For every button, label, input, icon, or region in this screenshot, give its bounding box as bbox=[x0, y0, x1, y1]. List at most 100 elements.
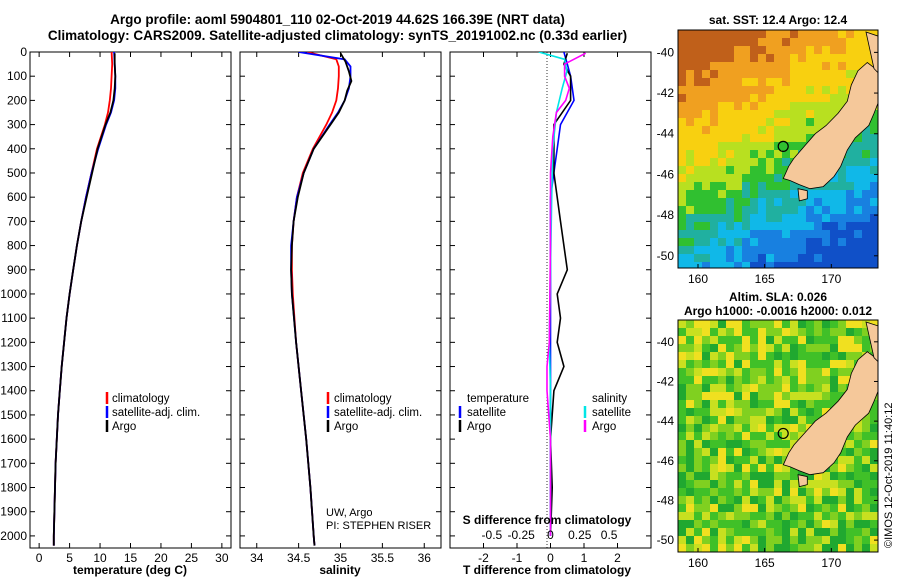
heatmap-cell bbox=[822, 118, 830, 126]
heatmap-cell bbox=[854, 62, 862, 70]
heatmap-cell bbox=[814, 512, 822, 520]
heatmap-cell bbox=[734, 448, 742, 456]
heatmap-cell bbox=[798, 408, 806, 416]
heatmap-cell bbox=[750, 456, 758, 464]
heatmap-cell bbox=[822, 230, 830, 238]
heatmap-cell bbox=[870, 206, 878, 214]
heatmap-cell bbox=[710, 238, 718, 246]
heatmap-cell bbox=[854, 46, 862, 54]
heatmap-cell bbox=[750, 206, 758, 214]
heatmap-cell bbox=[838, 222, 846, 230]
map-y-tick-label: -46 bbox=[657, 454, 675, 468]
heatmap-cell bbox=[734, 134, 742, 142]
heatmap-cell bbox=[854, 536, 862, 544]
heatmap-cell bbox=[742, 54, 750, 62]
heatmap-cell bbox=[774, 102, 782, 110]
heatmap-cell bbox=[838, 262, 846, 268]
heatmap-cell bbox=[726, 416, 734, 424]
heatmap-cell bbox=[726, 198, 734, 206]
heatmap-cell bbox=[702, 384, 710, 392]
heatmap-cell bbox=[758, 424, 766, 432]
heatmap-cell bbox=[726, 448, 734, 456]
heatmap-cell bbox=[846, 166, 854, 174]
heatmap-cell bbox=[782, 166, 790, 174]
heatmap-cell bbox=[686, 62, 694, 70]
heatmap-cell bbox=[726, 512, 734, 520]
x-tick-label: 0 bbox=[36, 551, 43, 565]
heatmap-cell bbox=[702, 246, 710, 254]
heatmap-cell bbox=[686, 198, 694, 206]
heatmap-cell bbox=[870, 424, 878, 432]
heatmap-cell bbox=[790, 110, 798, 118]
legend-temperature-title: temperature bbox=[467, 393, 529, 405]
heatmap-cell bbox=[798, 504, 806, 512]
heatmap-cell bbox=[782, 214, 790, 222]
heatmap-cell bbox=[830, 86, 838, 94]
heatmap-cell bbox=[806, 262, 814, 268]
heatmap-cell bbox=[846, 528, 854, 536]
heatmap-cell bbox=[718, 432, 726, 440]
y-tick-label: 600 bbox=[7, 190, 27, 204]
heatmap-cell bbox=[726, 488, 734, 496]
heatmap-cell bbox=[814, 536, 822, 544]
heatmap-cell bbox=[830, 480, 838, 488]
heatmap-cell bbox=[718, 360, 726, 368]
heatmap-cell bbox=[822, 190, 830, 198]
heatmap-cell bbox=[718, 544, 726, 552]
sst-map-frame bbox=[677, 29, 879, 269]
heatmap-cell bbox=[766, 464, 774, 472]
heatmap-cell bbox=[846, 448, 854, 456]
heatmap-cell bbox=[846, 368, 854, 376]
heatmap-cell bbox=[830, 464, 838, 472]
s-difference-ticks: -0.5 -0.25 0 0.25 0.5 bbox=[482, 528, 618, 542]
y-tick-label: 500 bbox=[7, 166, 27, 180]
heatmap-cell bbox=[742, 512, 750, 520]
heatmap-cell bbox=[790, 70, 798, 78]
heatmap-cell bbox=[726, 456, 734, 464]
legend-s-satellite: satellite bbox=[592, 407, 631, 419]
heatmap-cell bbox=[726, 504, 734, 512]
heatmap-cell bbox=[798, 416, 806, 424]
heatmap-cell bbox=[710, 528, 718, 536]
difference-panel: -2 -1 0 1 2 temperature satellite Argo salin… bbox=[449, 51, 652, 577]
heatmap-cell bbox=[854, 336, 862, 344]
heatmap-cell bbox=[870, 214, 878, 222]
map-y-tick-label: -40 bbox=[657, 45, 675, 59]
heatmap-cell bbox=[718, 352, 726, 360]
heatmap-cell bbox=[806, 544, 814, 552]
heatmap-cell bbox=[686, 400, 694, 408]
heatmap-cell bbox=[766, 480, 774, 488]
heatmap-cell bbox=[846, 174, 854, 182]
heatmap-cell bbox=[742, 472, 750, 480]
heatmap-cell bbox=[718, 86, 726, 94]
heatmap-cell bbox=[806, 86, 814, 94]
heatmap-cell bbox=[814, 360, 822, 368]
heatmap-cell bbox=[702, 214, 710, 222]
heatmap-cell bbox=[694, 368, 702, 376]
heatmap-cell bbox=[678, 126, 686, 134]
temperature-panel: 0100200300400500600700800900100011001200… bbox=[0, 45, 232, 577]
legend-salinity-title: salinity bbox=[592, 393, 627, 405]
heatmap-cell bbox=[726, 496, 734, 504]
heatmap-cell bbox=[742, 520, 750, 528]
heatmap-cell bbox=[742, 328, 750, 336]
heatmap-cell bbox=[678, 408, 686, 416]
heatmap-cell bbox=[822, 54, 830, 62]
heatmap-cell bbox=[758, 496, 766, 504]
heatmap-cell bbox=[750, 190, 758, 198]
heatmap-cell bbox=[686, 126, 694, 134]
heatmap-cell bbox=[758, 198, 766, 206]
heatmap-cell bbox=[718, 368, 726, 376]
heatmap-cell bbox=[798, 222, 806, 230]
heatmap-cell bbox=[854, 158, 862, 166]
sla-land bbox=[782, 321, 878, 488]
salinity-axes-frame bbox=[239, 51, 442, 549]
heatmap-cell bbox=[766, 376, 774, 384]
heatmap-cell bbox=[830, 504, 838, 512]
heatmap-cell bbox=[838, 472, 846, 480]
heatmap-cell bbox=[694, 440, 702, 448]
heatmap-cell bbox=[814, 392, 822, 400]
heatmap-cell bbox=[774, 246, 782, 254]
heatmap-cell bbox=[870, 142, 878, 150]
heatmap-cell bbox=[766, 38, 774, 46]
